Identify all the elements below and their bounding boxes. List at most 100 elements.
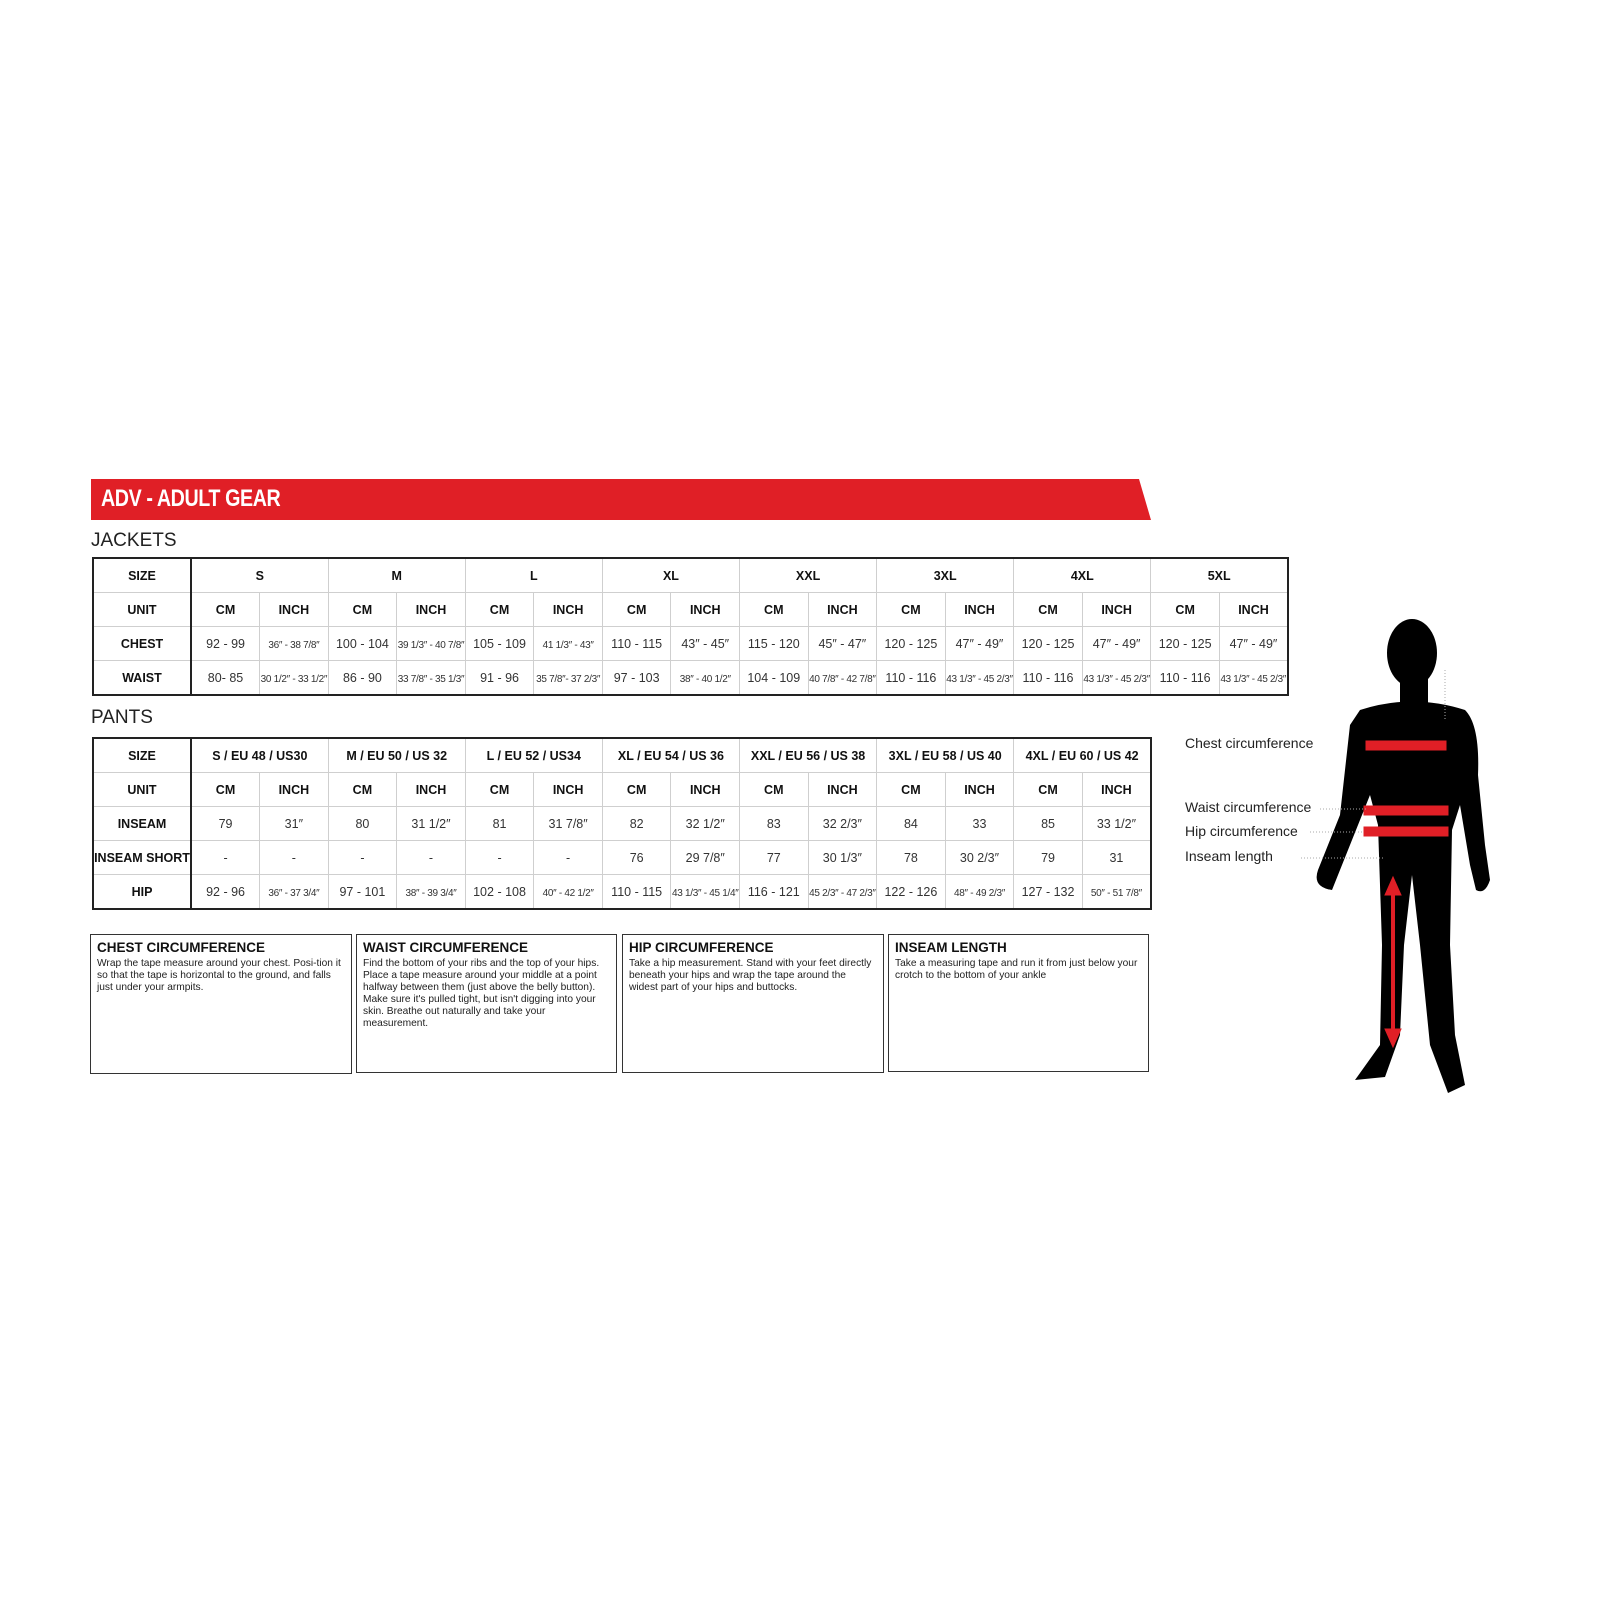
measure-cell: 92 - 96: [190, 874, 261, 910]
measure-cell: 120 - 125: [876, 626, 946, 661]
measure-cell: 39 1/3″ - 40 7/8″: [396, 626, 466, 661]
measure-cell: 120 - 125: [1013, 626, 1083, 661]
measure-cell: 29 7/8″: [670, 840, 740, 875]
measure-cell: 30 2/3″: [944, 840, 1015, 875]
measure-value: 86 - 90: [342, 670, 382, 685]
measure-value: 110 - 116: [885, 670, 937, 685]
measure-value: 116 - 121: [747, 884, 800, 899]
label-hip: Hip circumference: [1185, 823, 1298, 839]
measure-value: 43 1/3″ - 45 2/3″: [1220, 673, 1287, 685]
measure-value: 31″: [284, 816, 304, 831]
size-header: S / EU 48 / US30: [190, 737, 329, 773]
measure-value: 110 - 116: [1159, 670, 1211, 685]
measure-value: -: [497, 850, 502, 865]
size-header: XL: [601, 557, 741, 593]
measure-value: 32 2/3″: [822, 816, 862, 831]
table-row: CHEST 92 - 99 36″ - 38 7/8″ 100 - 104 39 1/3…: [92, 626, 1289, 661]
jackets-size-table: SIZE S M L XL XXL 3XL 4XL 5XL UNIT CM INCH CM INCH CM I…: [92, 557, 1289, 696]
silhouette: [1316, 619, 1490, 1093]
guide-text: Take a measuring tape and run it from ju…: [895, 958, 1138, 981]
measure-value: -: [566, 850, 571, 865]
unit-cm: CM: [464, 772, 535, 807]
measure-value: 38″ - 40 1/2″: [679, 673, 731, 685]
size-header: M / EU 50 / US 32: [327, 737, 466, 773]
measure-value: -: [360, 850, 365, 865]
unit-inch: INCH: [259, 592, 329, 627]
measure-value: 120 - 125: [1021, 636, 1075, 651]
measure-cell: 97 - 101: [327, 874, 398, 910]
measure-value: 31 1/2″: [411, 816, 451, 831]
measure-cell: 115 - 120: [739, 626, 809, 661]
guide-chest: CHEST CIRCUMFERENCE Wrap the tape measure…: [90, 934, 352, 1074]
measure-cell: -: [396, 840, 466, 875]
measure-cell: 110 - 115: [601, 874, 672, 910]
jackets-title: JACKETS: [91, 530, 177, 551]
unit-cm: CM: [1013, 772, 1083, 807]
measure-cell: 84: [876, 806, 946, 841]
measure-value: 122 - 126: [884, 884, 938, 899]
unit-cm: CM: [601, 592, 672, 627]
unit-inch: INCH: [396, 772, 466, 807]
unit-inch: INCH: [533, 592, 603, 627]
measure-value: 100 - 104: [335, 636, 389, 651]
measure-cell: -: [190, 840, 261, 875]
measure-value: 47″ - 49″: [955, 636, 1004, 651]
label-inseam: Inseam length: [1185, 848, 1273, 864]
measure-cell: 50″ - 51 7/8″: [1081, 874, 1152, 910]
unit-label: UNIT: [92, 592, 192, 627]
measure-value: 84: [903, 816, 918, 831]
measure-cell: 110 - 116: [876, 660, 946, 696]
measure-cell: 43 1/3″ - 45 2/3″: [1081, 660, 1152, 696]
unit-cm: CM: [190, 592, 261, 627]
pants-title: PANTS: [91, 707, 153, 728]
measure-value: 92 - 96: [206, 884, 245, 899]
measure-value: 33 1/2″: [1096, 816, 1136, 831]
row-label: WAIST: [92, 660, 192, 696]
measure-cell: 105 - 109: [464, 626, 535, 661]
measure-value: 30 1/3″: [822, 850, 862, 865]
measure-cell: 85: [1013, 806, 1083, 841]
measure-cell: 80: [327, 806, 398, 841]
table-row: WAIST 80- 85 30 1/2″ - 33 1/2″ 86 - 90 33 7/…: [92, 660, 1289, 696]
measure-value: 31 7/8″: [548, 816, 588, 831]
size-header: M: [327, 557, 466, 593]
unit-inch: INCH: [533, 772, 603, 807]
size-header: 3XL / EU 58 / US 40: [876, 737, 1015, 773]
arrow-down-icon: [1384, 1028, 1402, 1049]
measure-value: 110 - 115: [611, 636, 663, 651]
measure-value: 76: [629, 850, 644, 865]
chest-tape-icon: [1365, 740, 1447, 751]
measure-value: 41 1/3″ - 43″: [542, 639, 594, 651]
measure-cell: 36″ - 37 3/4″: [259, 874, 329, 910]
measure-value: 45 2/3″ - 47 2/3″: [809, 887, 876, 899]
measure-cell: 47″ - 49″: [1218, 626, 1289, 661]
unit-inch: INCH: [807, 772, 878, 807]
size-header: 3XL: [876, 557, 1015, 593]
measure-value: 92 - 99: [206, 636, 245, 651]
measure-cell: 78: [876, 840, 946, 875]
measure-cell: 48″ - 49 2/3″: [944, 874, 1015, 910]
measure-cell: 32 2/3″: [807, 806, 878, 841]
size-header: L: [464, 557, 603, 593]
measure-cell: 110 - 116: [1150, 660, 1220, 696]
measure-cell: 97 - 103: [601, 660, 672, 696]
measure-value: 127 - 132: [1021, 884, 1075, 899]
measure-value: 38″ - 39 3/4″: [405, 887, 457, 899]
row-label: INSEAM SHORT: [92, 840, 192, 875]
label-chest: Chest circumference: [1185, 735, 1314, 751]
size-header: L / EU 52 / US34: [464, 737, 603, 773]
measure-cell: 81: [464, 806, 535, 841]
guide-title: HIP CIRCUMFERENCE: [629, 940, 774, 955]
measure-value: 43 1/3″ - 45 1/4″: [671, 887, 739, 899]
unit-cm: CM: [739, 772, 809, 807]
measure-value: 33 7/8″ - 35 1/3″: [397, 673, 465, 685]
measure-value: 78: [903, 850, 918, 865]
leader-lines: [1300, 670, 1446, 859]
measure-cell: 43 1/3″ - 45 2/3″: [1218, 660, 1289, 696]
unit-cm: CM: [876, 772, 946, 807]
measure-value: 30 1/2″ - 33 1/2″: [260, 673, 328, 685]
size-header: 5XL: [1150, 557, 1289, 593]
measure-cell: 36″ - 38 7/8″: [259, 626, 329, 661]
size-header: 4XL: [1013, 557, 1152, 593]
unit-cm: CM: [327, 592, 398, 627]
